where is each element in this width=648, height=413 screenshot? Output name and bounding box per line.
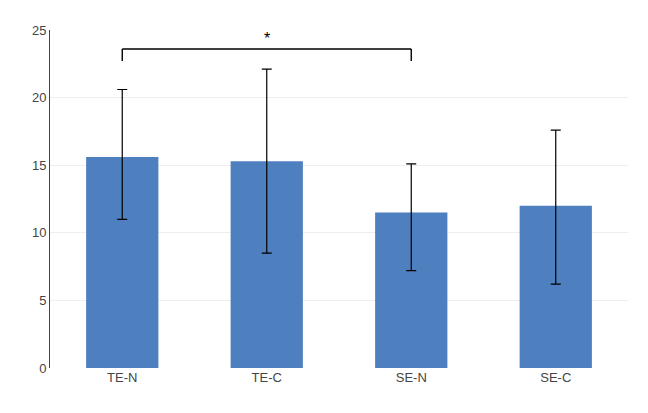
svg-text:SE-N: SE-N	[396, 370, 427, 385]
svg-text:25: 25	[32, 23, 46, 38]
svg-text:15: 15	[32, 158, 46, 173]
svg-text:20: 20	[32, 90, 46, 105]
svg-text:TE-N: TE-N	[107, 370, 137, 385]
svg-text:0: 0	[39, 361, 46, 376]
svg-text:*: *	[264, 30, 270, 47]
svg-text:TE-C: TE-C	[252, 370, 282, 385]
svg-text:10: 10	[32, 225, 46, 240]
svg-text:SE-C: SE-C	[540, 370, 571, 385]
svg-text:5: 5	[39, 293, 46, 308]
